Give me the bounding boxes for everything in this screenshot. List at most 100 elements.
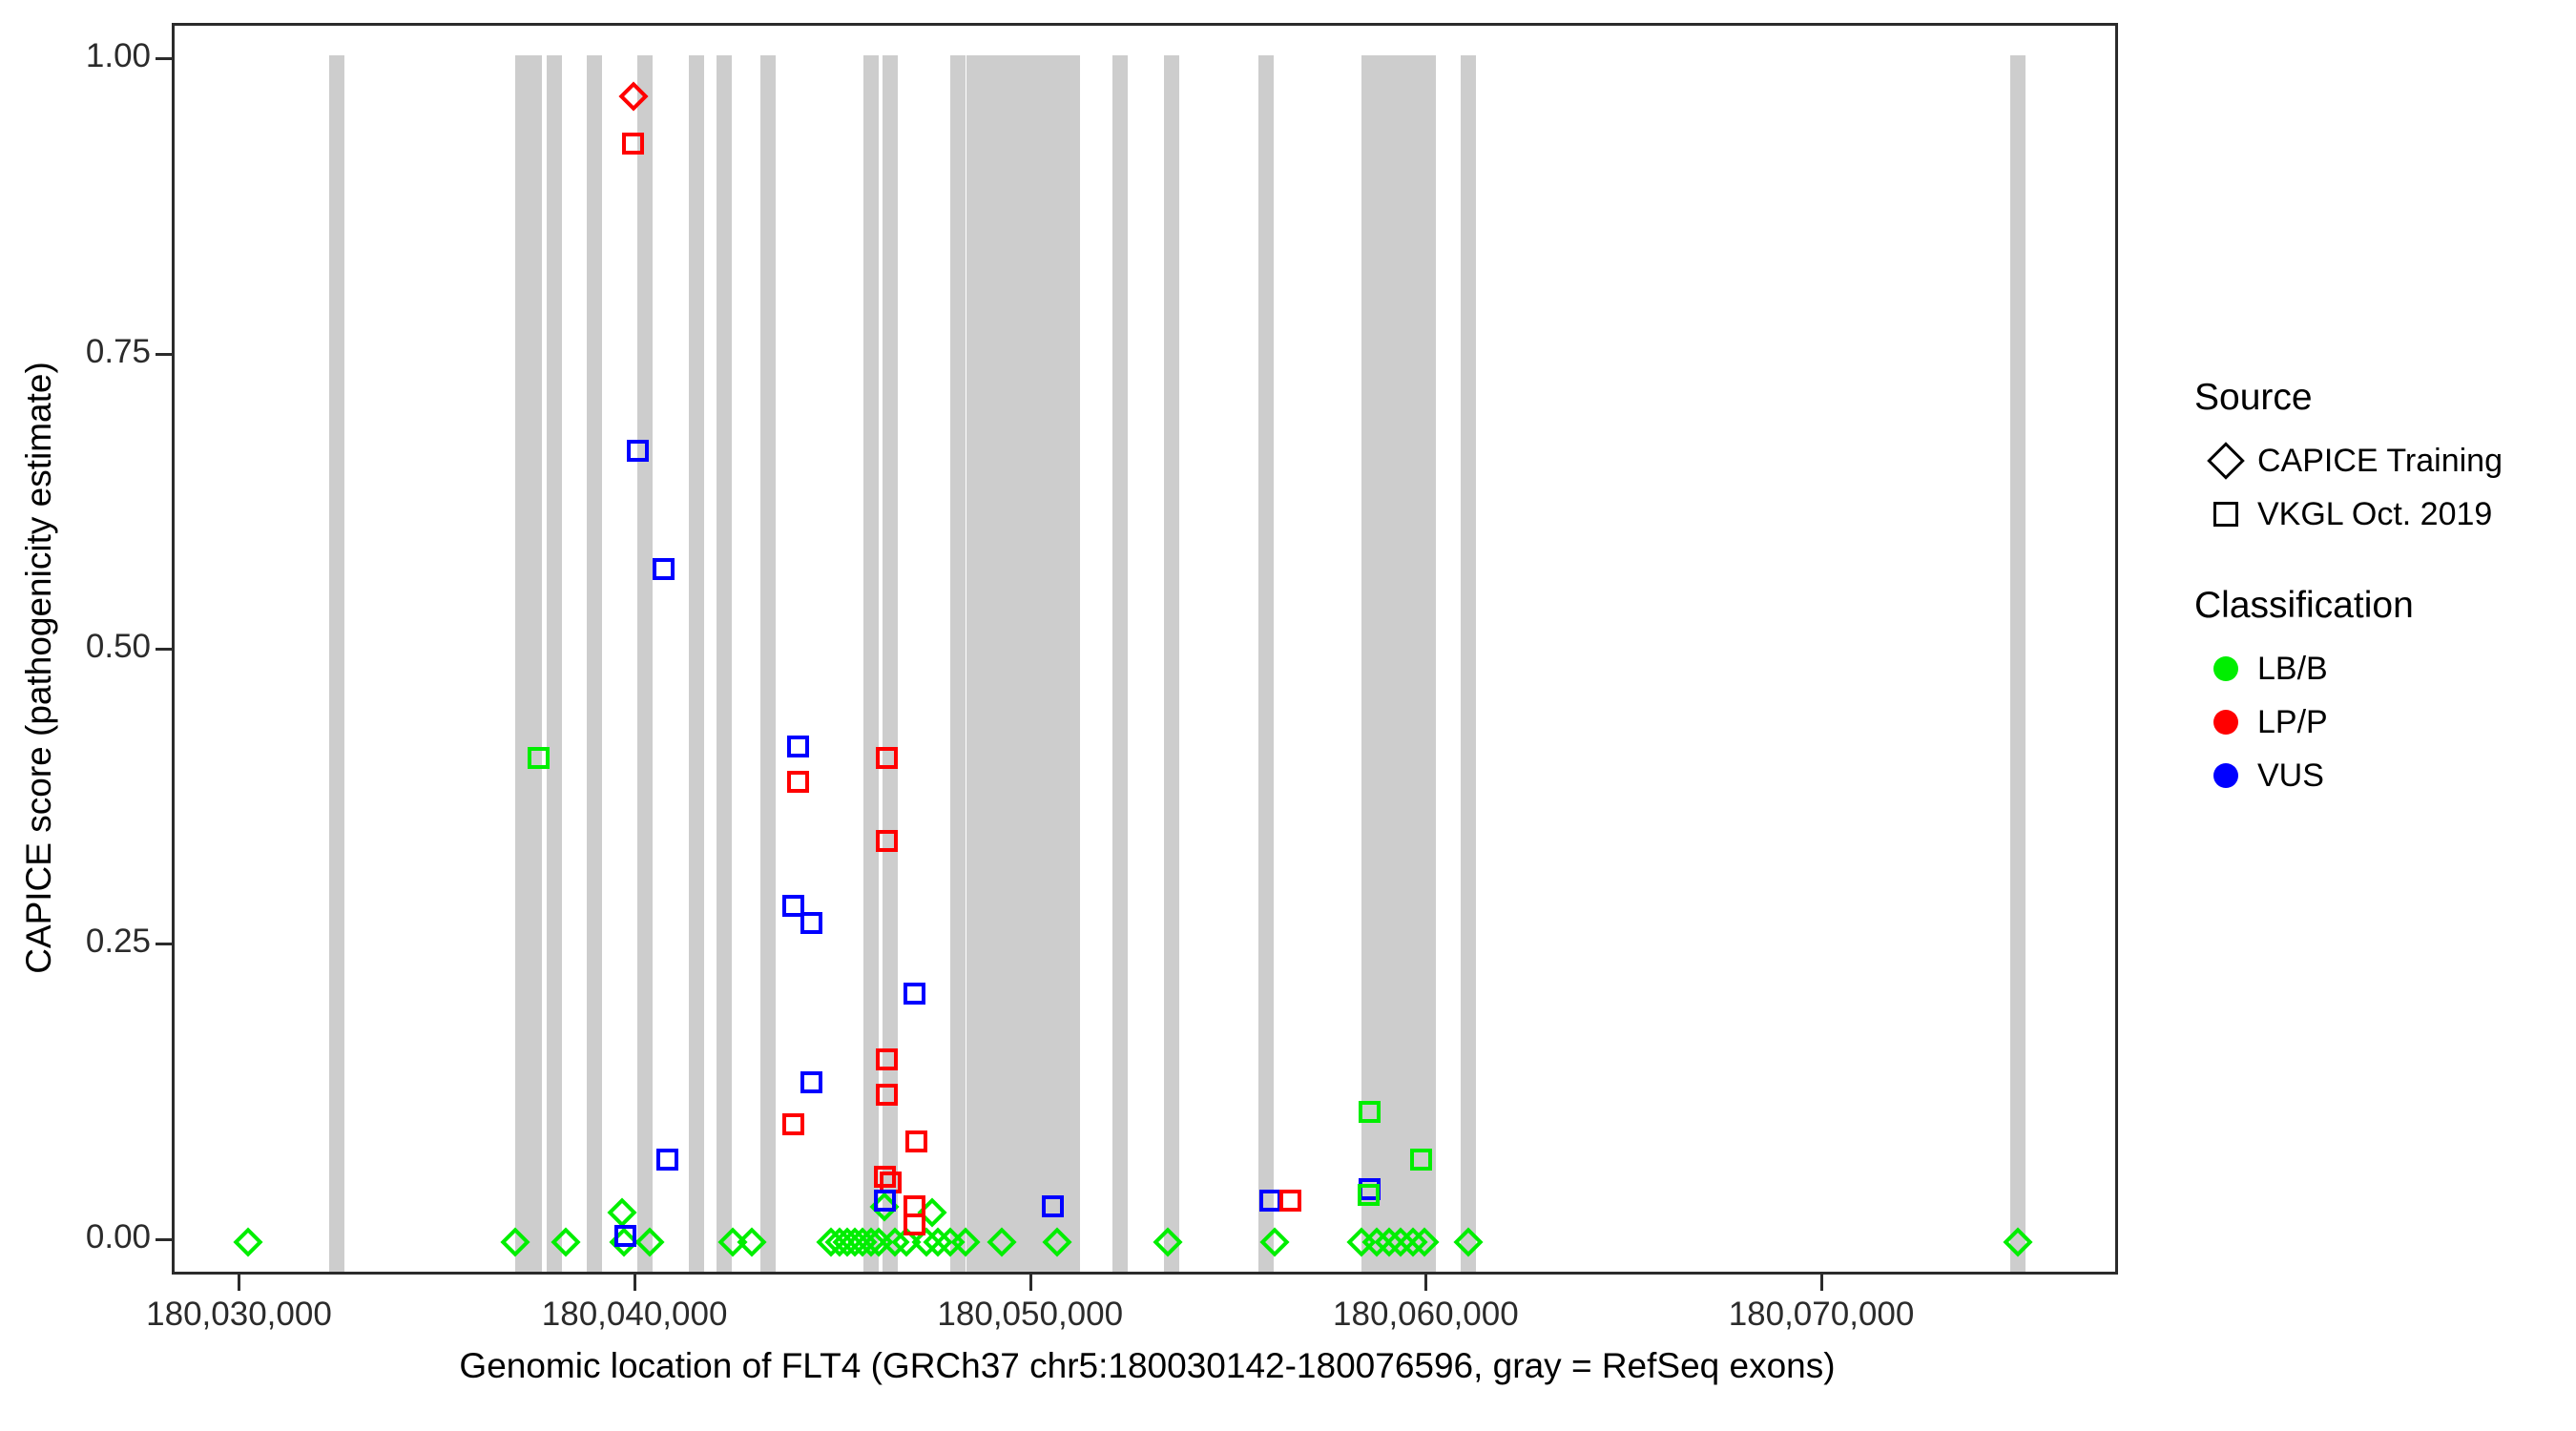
exon-band bbox=[1111, 55, 1128, 1272]
exon-band bbox=[1408, 55, 1424, 1272]
exon-band bbox=[1163, 55, 1179, 1272]
y-axis-title: CAPICE score (pathogenicity estimate) bbox=[19, 362, 58, 974]
exon-band bbox=[759, 55, 776, 1272]
exon-band bbox=[689, 55, 705, 1272]
marker-vkgl bbox=[904, 1130, 927, 1153]
marker-vkgl bbox=[873, 1190, 896, 1213]
marker-vkgl bbox=[903, 1213, 925, 1235]
marker-vkgl bbox=[875, 746, 898, 769]
legend-spacer bbox=[2194, 541, 2566, 585]
x-tick-label: 180,060,000 bbox=[1333, 1296, 1519, 1333]
exon-band bbox=[1013, 55, 1029, 1272]
exon-band bbox=[637, 55, 654, 1272]
marker-vkgl bbox=[655, 1148, 678, 1171]
exon-band bbox=[527, 55, 543, 1272]
exon-band bbox=[862, 55, 879, 1272]
legend-item-label: LP/P bbox=[2257, 703, 2328, 740]
exon-band bbox=[586, 55, 602, 1272]
exon-band bbox=[547, 55, 563, 1272]
marker-capice-training bbox=[1453, 1227, 1484, 1257]
exon-band bbox=[978, 55, 993, 1272]
marker-capice-training bbox=[606, 1197, 637, 1228]
x-tick bbox=[238, 1275, 241, 1291]
marker-vkgl bbox=[652, 557, 675, 580]
y-tick bbox=[156, 1237, 172, 1241]
square-icon bbox=[2213, 502, 2238, 527]
marker-vkgl bbox=[786, 770, 809, 793]
marker-capice-training bbox=[233, 1227, 263, 1257]
exon-band bbox=[1460, 55, 1476, 1272]
exon-band bbox=[1001, 55, 1017, 1272]
plot-area bbox=[175, 26, 2115, 1272]
legend-item-lb-b[interactable]: LB/B bbox=[2194, 642, 2566, 695]
exon-band bbox=[1037, 55, 1053, 1272]
x-axis-title: Genomic location of FLT4 (GRCh37 chr5:18… bbox=[459, 1346, 1836, 1385]
circle-icon bbox=[2213, 710, 2238, 735]
exon-band bbox=[514, 55, 530, 1272]
legend-item-label: LB/B bbox=[2257, 650, 2328, 687]
y-tick-label: 0.25 bbox=[85, 923, 151, 961]
marker-vkgl bbox=[1041, 1195, 1064, 1218]
exon-band bbox=[1258, 55, 1275, 1272]
marker-vkgl bbox=[873, 1166, 896, 1189]
y-tick-label: 1.00 bbox=[85, 37, 151, 75]
legend-title-source: Source bbox=[2194, 377, 2313, 418]
y-tick bbox=[156, 57, 172, 61]
exon-band bbox=[329, 55, 344, 1272]
exon-band bbox=[1397, 55, 1413, 1272]
exon-band bbox=[1385, 55, 1402, 1272]
exon-band bbox=[1421, 55, 1437, 1272]
exon-band bbox=[883, 55, 899, 1272]
exon-band bbox=[989, 55, 1006, 1272]
marker-vkgl bbox=[875, 829, 898, 852]
x-tick bbox=[634, 1275, 637, 1291]
y-tick bbox=[156, 943, 172, 946]
marker-vkgl bbox=[800, 1071, 823, 1094]
y-tick bbox=[156, 648, 172, 651]
marker-vkgl bbox=[1357, 1183, 1380, 1206]
marker-vkgl bbox=[614, 1225, 637, 1248]
x-tick-label: 180,040,000 bbox=[541, 1296, 728, 1333]
marker-vkgl bbox=[527, 746, 550, 769]
x-tick-label: 180,070,000 bbox=[1728, 1296, 1915, 1333]
y-tick-label: 0.75 bbox=[85, 332, 151, 370]
legend-item-label: VKGL Oct. 2019 bbox=[2257, 495, 2493, 532]
legend-item-vkgl-oct-2019[interactable]: VKGL Oct. 2019 bbox=[2194, 487, 2566, 541]
marker-vkgl bbox=[1409, 1148, 1432, 1171]
exon-band bbox=[1361, 55, 1378, 1272]
exon-band bbox=[966, 55, 982, 1272]
legend-item-lp-p[interactable]: LP/P bbox=[2194, 695, 2566, 749]
circle-icon bbox=[2213, 656, 2238, 681]
marker-vkgl bbox=[1278, 1190, 1301, 1213]
marker-vkgl bbox=[875, 1047, 898, 1070]
marker-vkgl bbox=[622, 133, 645, 156]
exon-band bbox=[1025, 55, 1041, 1272]
legend-group-source: CAPICE Training VKGL Oct. 2019 bbox=[2194, 434, 2566, 541]
marker-vkgl bbox=[903, 983, 925, 1006]
legend-item-vus[interactable]: VUS bbox=[2194, 749, 2566, 802]
exon-band bbox=[717, 55, 733, 1272]
legend-item-label: VUS bbox=[2257, 757, 2324, 794]
marker-vkgl bbox=[626, 440, 649, 463]
legend-item-capice-training[interactable]: CAPICE Training bbox=[2194, 434, 2566, 487]
marker-vkgl bbox=[875, 1083, 898, 1106]
legend: Source CAPICE Training VKGL Oct. 2019 Cla… bbox=[2194, 377, 2566, 802]
x-tick bbox=[1820, 1275, 1824, 1291]
marker-vkgl bbox=[1358, 1101, 1381, 1124]
legend-title-classification: Classification bbox=[2194, 585, 2414, 626]
marker-vkgl bbox=[786, 735, 809, 757]
exon-band bbox=[1065, 55, 1081, 1272]
marker-vkgl bbox=[782, 1112, 805, 1135]
diamond-icon bbox=[2207, 442, 2245, 480]
plot-panel bbox=[172, 23, 2118, 1275]
x-tick bbox=[1028, 1275, 1032, 1291]
x-tick bbox=[1424, 1275, 1428, 1291]
x-tick-label: 180,030,000 bbox=[146, 1296, 332, 1333]
y-tick bbox=[156, 352, 172, 356]
exon-band bbox=[1049, 55, 1065, 1272]
legend-group-classification: LB/B LP/P VUS bbox=[2194, 642, 2566, 802]
marker-vkgl bbox=[1259, 1190, 1282, 1213]
marker-vkgl bbox=[782, 894, 805, 917]
exon-band bbox=[2010, 55, 2026, 1272]
